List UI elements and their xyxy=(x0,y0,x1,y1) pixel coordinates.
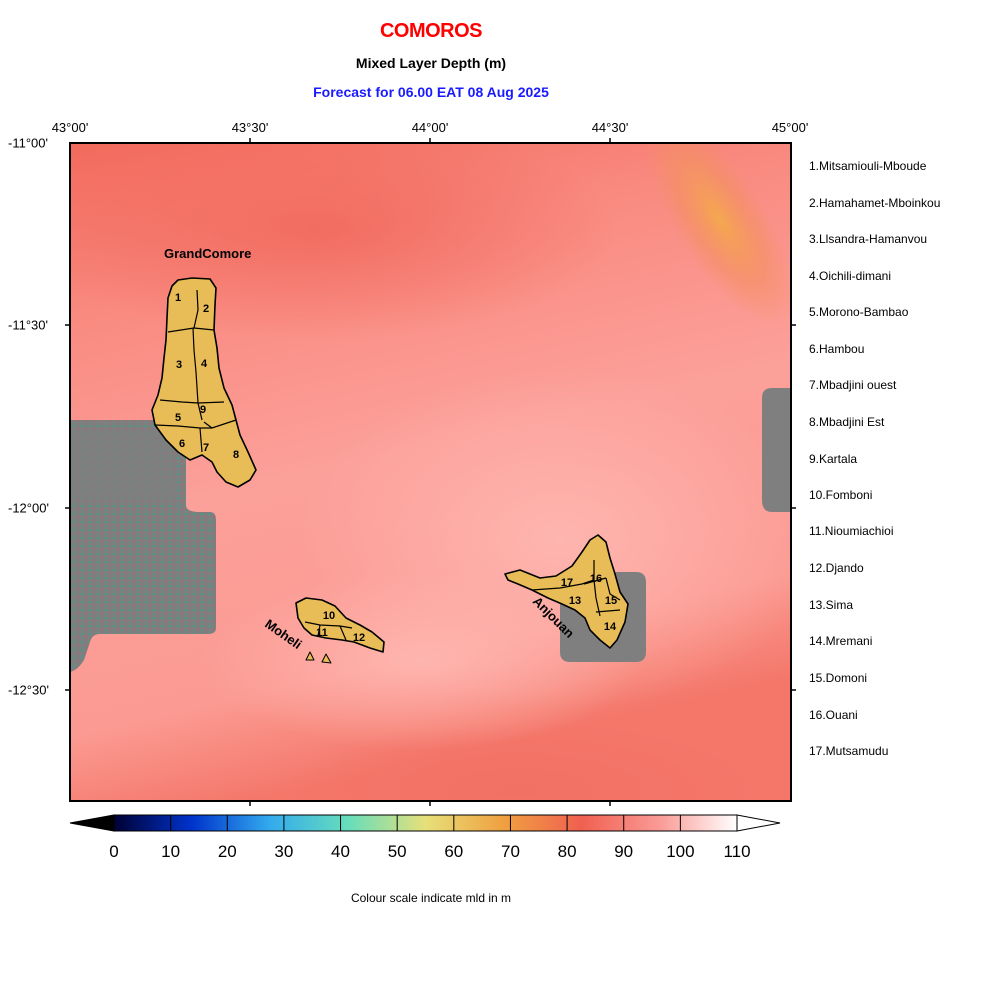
legend-item-3: 3.Llsandra-Hamanvou xyxy=(809,232,928,246)
region-number-16: 16 xyxy=(590,573,602,585)
region-number-10: 10 xyxy=(323,610,335,622)
legend-item-8: 8.Mbadjini Est xyxy=(809,415,885,429)
region-number-11: 11 xyxy=(316,627,328,639)
lat-label-11-30: -11°30' xyxy=(8,317,48,333)
colorbar-tick-label-70: 70 xyxy=(501,842,520,861)
legend-item-4: 4.Oichili-dimani xyxy=(809,269,892,283)
anjouan-island xyxy=(504,534,629,649)
legend-item-15: 15.Domoni xyxy=(809,671,868,685)
grand-comore-island xyxy=(151,277,257,488)
colorbar-caption: Colour scale indicate mld in m xyxy=(350,891,512,905)
colorbar xyxy=(69,814,781,832)
region-number-8: 8 xyxy=(233,449,239,461)
region-number-12: 12 xyxy=(353,632,365,644)
land-mask-east xyxy=(762,388,791,512)
colorbar-tick-label-20: 20 xyxy=(217,842,237,861)
colorbar-tick-label-0: 0 xyxy=(109,842,119,861)
colorbar-over-arrow xyxy=(736,814,781,832)
forecast-subtitle: Forecast for 06.00 EAT 08 Aug 2025 xyxy=(313,84,549,100)
island-label-grand-comore: GrandComore xyxy=(164,246,251,261)
region-number-2: 2 xyxy=(203,303,209,315)
region-number-13: 13 xyxy=(569,595,581,607)
region-number-4: 4 xyxy=(201,358,208,370)
lat-label-12-30: -12°30' xyxy=(8,682,49,698)
colorbar-tick-label-90: 90 xyxy=(614,842,634,861)
legend-item-7: 7.Mbadjini ouest xyxy=(809,378,897,392)
legend-item-11: 11.Nioumiachioi xyxy=(809,524,894,538)
region-number-14: 14 xyxy=(604,621,617,633)
region-number-9: 9 xyxy=(200,404,206,416)
colorbar-under-arrow xyxy=(69,814,115,832)
colorbar-tick-label-110: 110 xyxy=(723,842,751,861)
lon-label-43-00: 43°00' xyxy=(51,120,89,135)
variable-title: Mixed Layer Depth (m) xyxy=(355,55,507,71)
colorbar-gradient xyxy=(113,814,738,832)
land-mask-anjouan xyxy=(560,572,646,662)
region-number-3: 3 xyxy=(176,359,182,371)
colorbar-tick-label-10: 10 xyxy=(161,842,181,861)
map-title: COMOROS xyxy=(379,20,483,42)
land-mask-west xyxy=(70,420,216,672)
lon-label-45-00: 45°00' xyxy=(771,120,809,135)
legend-item-2: 2.Hamahamet-Mboinkou xyxy=(809,196,941,210)
island-label-anjouan: Anjouan xyxy=(530,594,577,641)
island-label-moheli: Moheli xyxy=(262,616,304,652)
region-number-17: 17 xyxy=(561,577,573,589)
legend-item-10: 10.Fomboni xyxy=(809,488,873,502)
region-number-7: 7 xyxy=(203,442,209,454)
legend-item-9: 9.Kartala xyxy=(809,452,858,466)
region-number-5: 5 xyxy=(175,412,181,424)
legend-item-12: 12.Djando xyxy=(809,561,864,575)
colorbar-tick-label-50: 50 xyxy=(387,842,407,861)
legend-item-13: 13.Sima xyxy=(809,598,854,612)
lon-label-43-30: 43°30' xyxy=(231,120,269,135)
region-number-6: 6 xyxy=(179,438,185,450)
legend-item-16: 16.Ouani xyxy=(809,708,858,722)
legend-item-6: 6.Hambou xyxy=(809,342,865,356)
legend-item-17: 17.Mutsamudu xyxy=(809,744,889,758)
colorbar-tick-label-30: 30 xyxy=(274,842,294,861)
colorbar-tick-label-60: 60 xyxy=(444,842,464,861)
region-number-15: 15 xyxy=(605,595,617,607)
lon-label-44-00: 44°00' xyxy=(411,120,449,135)
colorbar-tick-label-80: 80 xyxy=(557,842,577,861)
moheli-island xyxy=(295,597,385,664)
legend-item-5: 5.Morono-Bambao xyxy=(809,305,909,319)
region-number-1: 1 xyxy=(175,292,181,304)
legend-item-1: 1.Mitsamiouli-Mboude xyxy=(809,159,927,173)
colorbar-tick-label-40: 40 xyxy=(331,842,350,861)
lat-label-11-00: -11°00' xyxy=(8,135,48,151)
lat-label-12-00: -12°00' xyxy=(8,500,49,516)
colorbar-tick-label-100: 100 xyxy=(666,842,695,861)
legend-item-14: 14.Mremani xyxy=(809,634,873,648)
lon-label-44-30: 44°30' xyxy=(591,120,629,135)
